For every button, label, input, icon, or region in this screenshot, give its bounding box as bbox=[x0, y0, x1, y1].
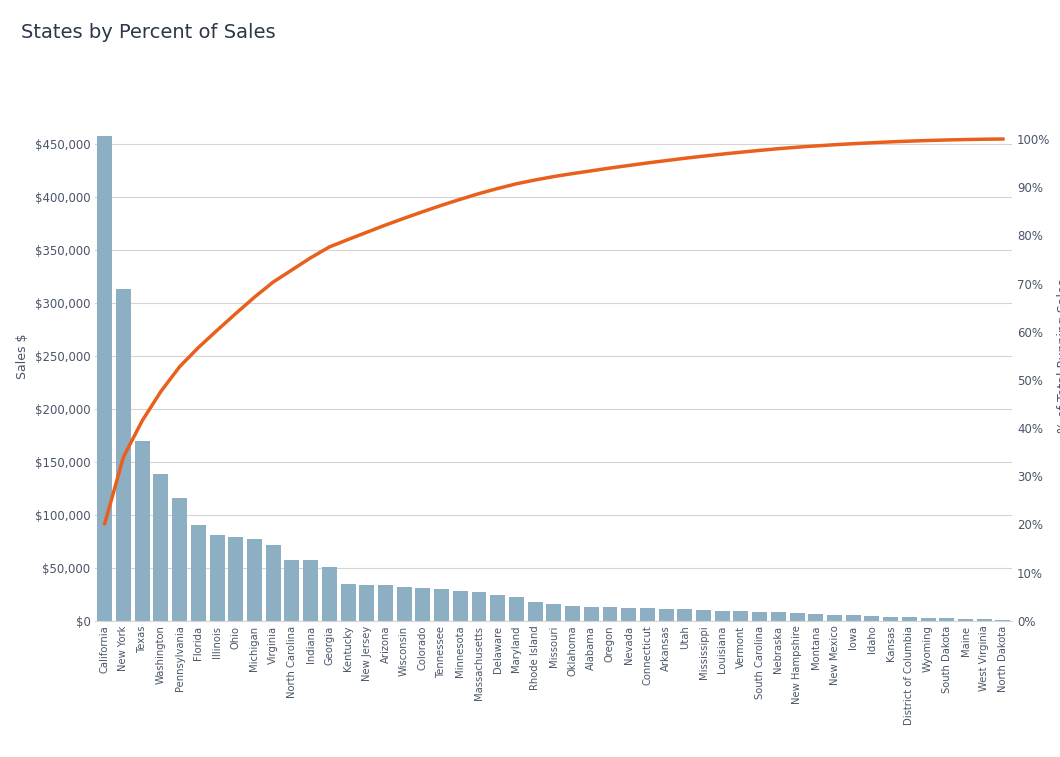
Bar bbox=[714, 611, 729, 621]
Bar bbox=[621, 608, 636, 621]
Bar bbox=[658, 609, 673, 621]
Bar bbox=[677, 609, 692, 621]
Bar bbox=[509, 597, 524, 621]
Bar bbox=[528, 602, 543, 621]
Bar bbox=[210, 535, 225, 621]
Bar bbox=[135, 441, 149, 621]
Bar bbox=[883, 616, 898, 621]
Bar bbox=[340, 584, 355, 621]
Bar bbox=[228, 537, 243, 621]
Bar bbox=[809, 615, 824, 621]
Bar bbox=[416, 588, 430, 621]
Bar bbox=[453, 591, 467, 621]
Bar bbox=[247, 539, 262, 621]
Bar bbox=[490, 595, 506, 621]
Bar bbox=[172, 498, 187, 621]
Bar bbox=[696, 610, 711, 621]
Bar bbox=[920, 618, 936, 621]
Y-axis label: % of Total Running Sales: % of Total Running Sales bbox=[1058, 279, 1060, 433]
Bar bbox=[546, 604, 562, 621]
Bar bbox=[154, 475, 169, 621]
Bar bbox=[266, 546, 281, 621]
Bar bbox=[902, 617, 917, 621]
Bar bbox=[865, 616, 880, 621]
Bar bbox=[995, 620, 1010, 621]
Y-axis label: Sales $: Sales $ bbox=[16, 333, 30, 378]
Bar bbox=[790, 613, 805, 621]
Bar bbox=[584, 607, 599, 621]
Bar bbox=[771, 612, 785, 621]
Bar bbox=[846, 615, 861, 621]
Bar bbox=[472, 592, 487, 621]
Bar bbox=[565, 606, 580, 621]
Bar bbox=[98, 136, 112, 621]
Bar bbox=[284, 560, 299, 621]
Bar bbox=[976, 619, 992, 621]
Bar bbox=[359, 584, 374, 621]
Bar bbox=[116, 289, 131, 621]
Text: States by Percent of Sales: States by Percent of Sales bbox=[21, 23, 276, 42]
Bar bbox=[378, 584, 393, 621]
Bar bbox=[303, 560, 318, 621]
Bar bbox=[191, 525, 206, 621]
Bar bbox=[827, 615, 842, 621]
Bar bbox=[640, 608, 655, 621]
Bar bbox=[939, 618, 954, 621]
Bar bbox=[958, 618, 973, 621]
Bar bbox=[734, 611, 748, 621]
Bar bbox=[322, 567, 337, 621]
Bar bbox=[753, 612, 767, 621]
Bar bbox=[396, 587, 411, 621]
Bar bbox=[435, 589, 449, 621]
Bar bbox=[602, 607, 618, 621]
